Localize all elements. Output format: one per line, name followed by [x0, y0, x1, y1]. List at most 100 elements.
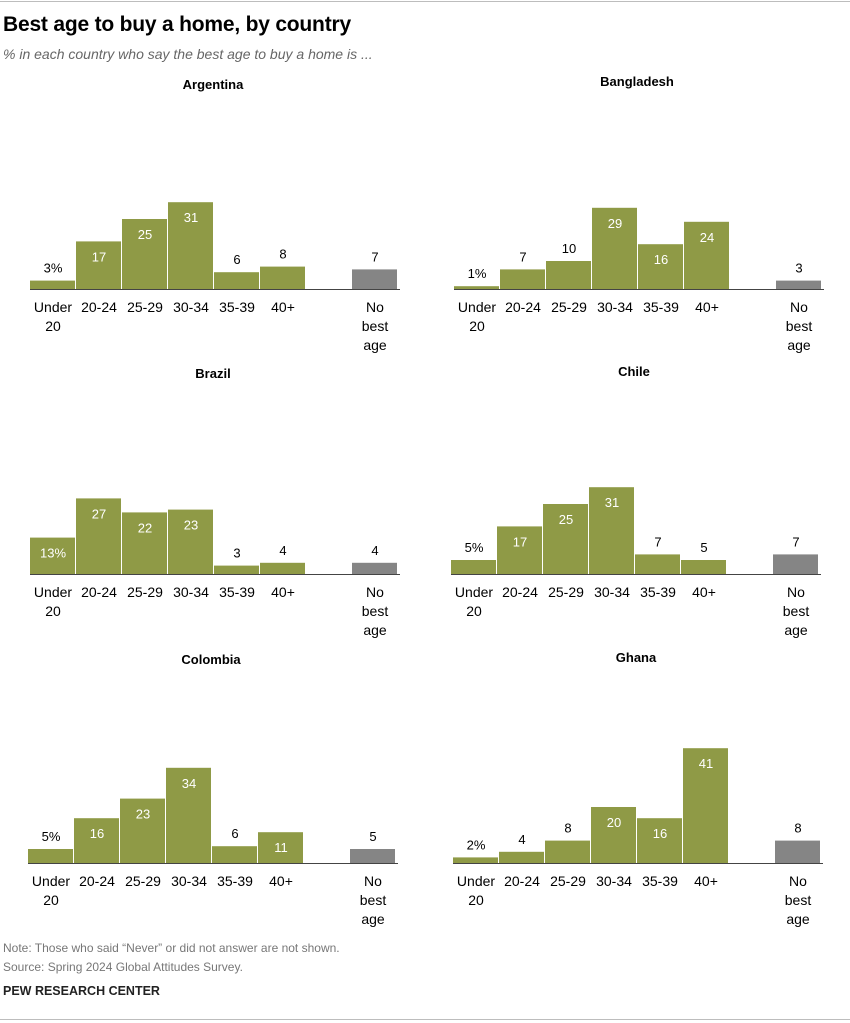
data-label: 23: [136, 807, 150, 822]
tick-label-20-24: 20-24: [505, 299, 541, 315]
bar-under-20: [30, 280, 75, 289]
data-label: 4: [279, 543, 286, 558]
tick-label-30-34: 30-34: [171, 873, 207, 889]
tick-label-30-34: 30-34: [173, 299, 209, 315]
tick-label-35-39: 35-39: [219, 299, 255, 315]
tick-label-no-best-age: No best age: [785, 873, 812, 927]
bar-25-29: [545, 840, 590, 863]
top-rule: [0, 1, 850, 2]
chart-colombia: Colombia 5% Under 20 16 20-24 23 25-29 34 30-34 6 3…: [28, 652, 398, 927]
data-label: 31: [184, 210, 198, 225]
data-label: 6: [231, 826, 238, 841]
bar-30-34: [591, 807, 636, 863]
bar-40: [684, 221, 729, 289]
data-label: 25: [138, 227, 152, 242]
tick-label-under-20: Under 20: [34, 299, 72, 334]
tick-label-35-39: 35-39: [219, 584, 255, 600]
panel-title-chile: Chile: [618, 364, 650, 379]
data-label: 24: [700, 230, 714, 245]
bar-30-34: [166, 767, 211, 863]
data-label: 16: [90, 826, 104, 841]
bottom-rule: [0, 1019, 850, 1020]
tick-label-25-29: 25-29: [548, 584, 584, 600]
bar-under-20: [454, 286, 499, 289]
bar-no-best-age: [775, 840, 820, 863]
tick-label-20-24: 20-24: [504, 873, 540, 889]
data-label: 27: [92, 506, 106, 521]
tick-label-under-20: Under 20: [32, 873, 70, 908]
chart-ghana: Ghana 2% Under 20 4 20-24 8 25-29 20 30-34 16 35-39…: [453, 650, 823, 927]
chart-argentina: Argentina 3% Under 20 17 20-24 25 25-29 31 30-34 6…: [30, 77, 400, 353]
bar-40: [683, 748, 728, 863]
chart-subtitle: % in each country who say the best age t…: [3, 46, 373, 62]
bar-35-39: [214, 565, 259, 574]
data-label: 31: [605, 495, 619, 510]
data-label: 7: [371, 249, 378, 264]
data-label: 1%: [468, 266, 487, 281]
bar-no-best-age: [350, 849, 395, 863]
data-label: 34: [182, 776, 196, 791]
tick-label-35-39: 35-39: [642, 873, 678, 889]
tick-label-under-20: Under 20: [34, 584, 72, 619]
bar-40: [260, 562, 305, 574]
chart-note: Note: Those who said “Never” or did not …: [3, 941, 340, 955]
pew-research-center-logo: PEW RESEARCH CENTER: [3, 984, 160, 998]
tick-label-under-20: Under 20: [457, 873, 495, 908]
bar-20-24: [74, 818, 119, 863]
tick-label-25-29: 25-29: [551, 299, 587, 315]
data-label: 8: [564, 821, 571, 836]
panel-title-argentina: Argentina: [183, 77, 244, 92]
data-label: 10: [562, 241, 576, 256]
tick-label-no-best-age: No best age: [362, 299, 389, 353]
panel-title-bangladesh: Bangladesh: [600, 74, 674, 89]
tick-label-20-24: 20-24: [81, 584, 117, 600]
data-label: 17: [92, 249, 106, 264]
tick-label-40: 40+: [692, 584, 716, 600]
bar-no-best-age: [352, 269, 397, 289]
tick-label-40: 40+: [271, 299, 295, 315]
data-label: 7: [654, 534, 661, 549]
bar-40: [260, 266, 305, 289]
tick-label-40: 40+: [695, 299, 719, 315]
bar-30-34: [589, 487, 634, 574]
data-label: 41: [699, 756, 713, 771]
chart-title: Best age to buy a home, by country: [3, 13, 351, 36]
panel-title-brazil: Brazil: [195, 366, 230, 381]
data-label: 6: [233, 252, 240, 267]
tick-label-no-best-age: No best age: [362, 584, 389, 638]
tick-label-40: 40+: [271, 584, 295, 600]
tick-label-30-34: 30-34: [173, 584, 209, 600]
bar-under-20: [28, 849, 73, 863]
bar-35-39: [637, 818, 682, 863]
panel-title-colombia: Colombia: [181, 652, 241, 667]
tick-label-30-34: 30-34: [594, 584, 630, 600]
data-label: 5: [369, 829, 376, 844]
tick-label-40: 40+: [269, 873, 293, 889]
bar-20-24: [497, 526, 542, 574]
data-label: 5%: [42, 829, 61, 844]
data-label: 20: [607, 815, 621, 830]
data-label: 7: [792, 534, 799, 549]
bar-under-20: [30, 537, 75, 574]
bar-25-29: [543, 504, 588, 574]
data-label: 3: [233, 546, 240, 561]
bar-35-39: [214, 272, 259, 289]
tick-label-under-20: Under 20: [458, 299, 496, 334]
data-label: 23: [184, 518, 198, 533]
data-label: 3%: [44, 261, 63, 276]
data-label: 16: [654, 252, 668, 267]
bar-30-34: [168, 509, 213, 574]
chart-chile: Chile 5% Under 20 17 20-24 25 25-29 31 30-34 7 35-3…: [451, 364, 821, 638]
tick-label-no-best-age: No best age: [786, 299, 813, 353]
data-label: 4: [371, 543, 378, 558]
bar-no-best-age: [776, 280, 821, 289]
tick-label-20-24: 20-24: [81, 299, 117, 315]
tick-label-20-24: 20-24: [502, 584, 538, 600]
tick-label-no-best-age: No best age: [783, 584, 810, 638]
data-label: 8: [794, 821, 801, 836]
data-label: 29: [608, 216, 622, 231]
data-label: 16: [653, 826, 667, 841]
data-label: 25: [559, 512, 573, 527]
tick-label-30-34: 30-34: [597, 299, 633, 315]
data-label: 7: [519, 249, 526, 264]
